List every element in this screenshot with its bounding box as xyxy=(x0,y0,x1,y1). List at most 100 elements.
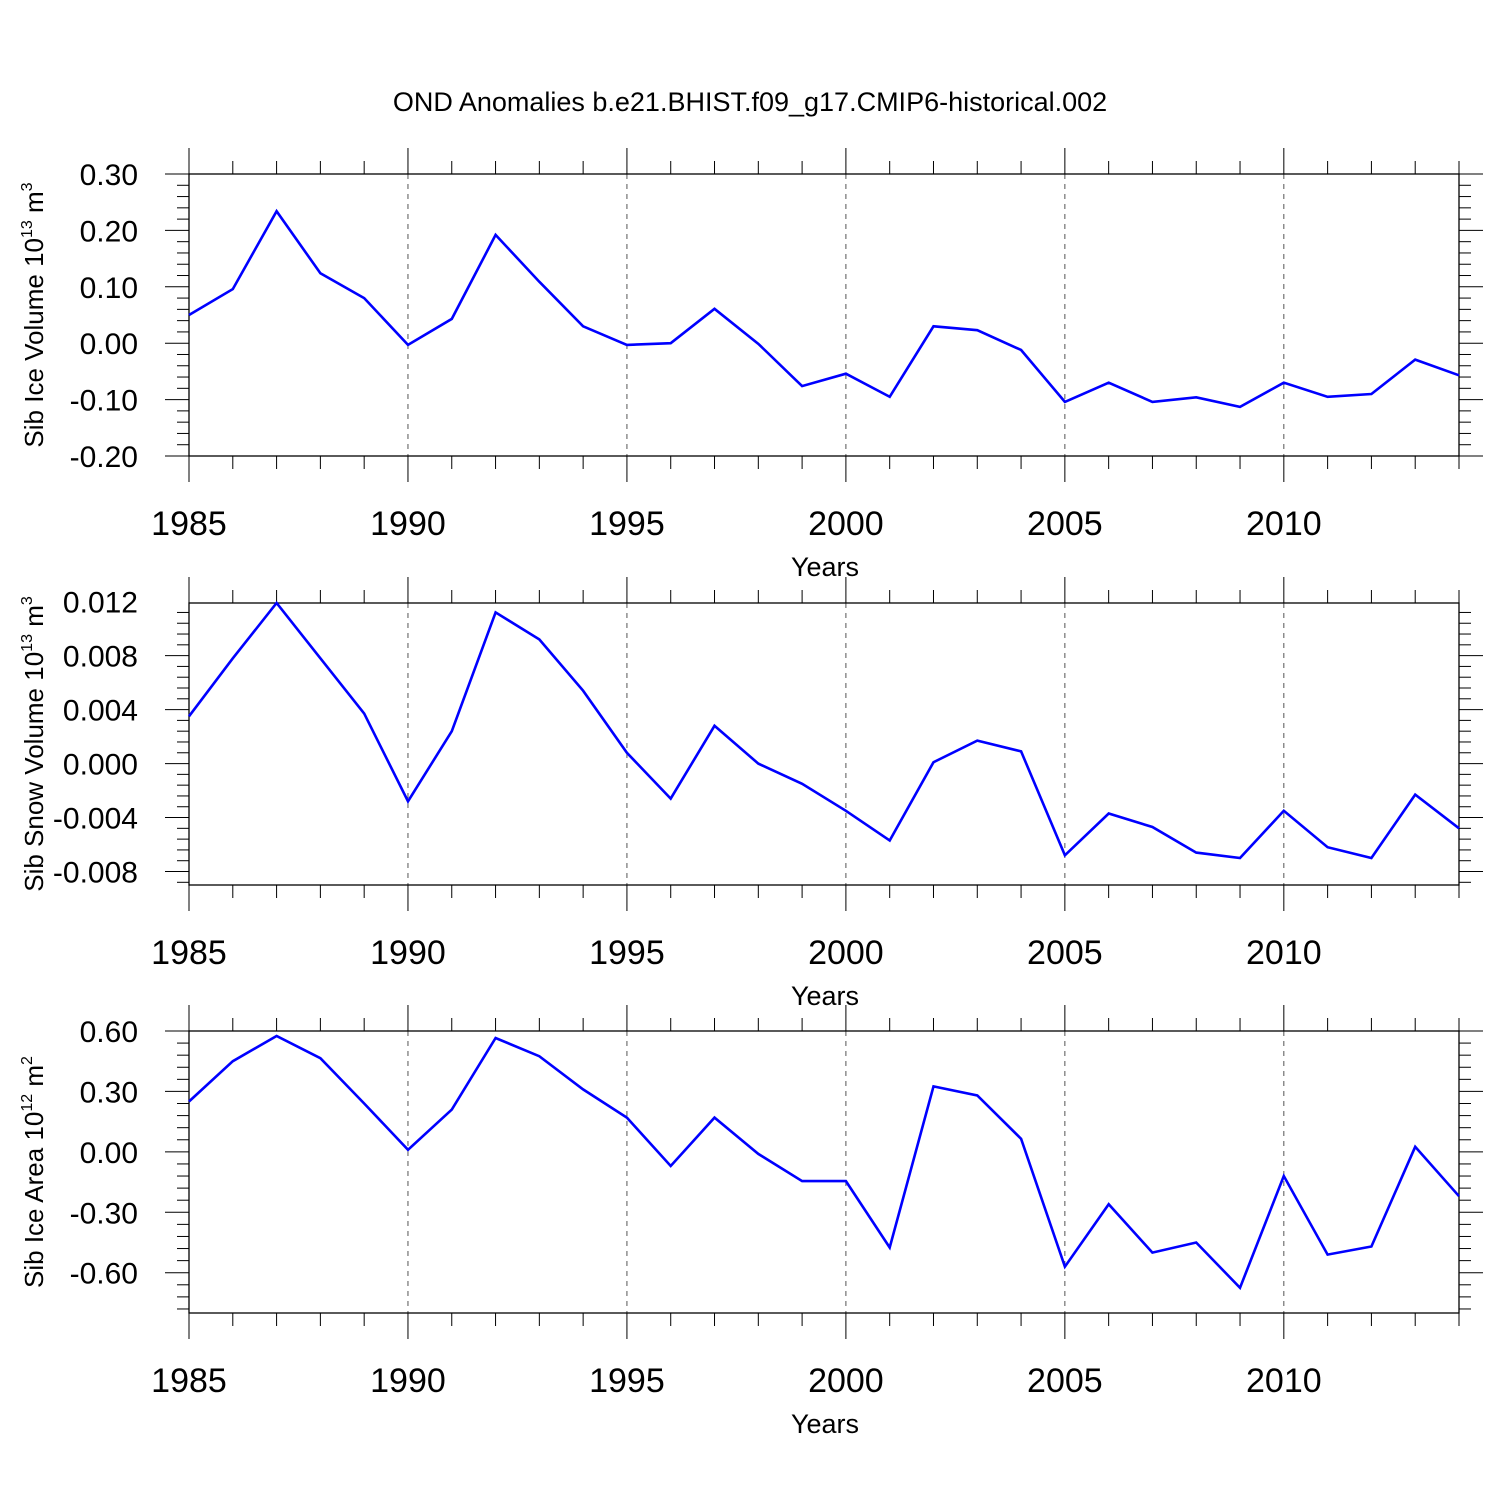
y-tick-label: 0.30 xyxy=(80,1076,138,1109)
data-point xyxy=(1457,373,1461,377)
x-tick-label: 2005 xyxy=(1027,505,1103,543)
chart-panel-1: 1985 1990 1995 2000 2005 2010 Years 0.30 0.20 0.1… xyxy=(19,148,1483,582)
data-point xyxy=(844,372,848,376)
data-point xyxy=(1194,851,1198,855)
data-point xyxy=(931,760,935,764)
data-point xyxy=(187,313,191,317)
data-point xyxy=(888,1246,892,1250)
data-point xyxy=(187,1100,191,1104)
data-point xyxy=(450,1108,454,1112)
plot-frame xyxy=(188,1030,1460,1314)
y-tick-label: -0.30 xyxy=(70,1197,138,1230)
data-point xyxy=(450,317,454,321)
x-tick-label: 2010 xyxy=(1246,1362,1322,1400)
data-point xyxy=(1326,395,1330,399)
y-tick-label: 0.00 xyxy=(80,1137,138,1170)
y-axis-label-unit: m xyxy=(19,1065,49,1094)
data-point xyxy=(1369,1245,1373,1249)
data-point xyxy=(1063,853,1067,857)
y-axis-label: Sib Ice Volume 1013 m3 xyxy=(19,182,49,447)
y-tick-label: 0.00 xyxy=(80,328,138,361)
data-point xyxy=(275,209,279,213)
y-tick-label: 0.20 xyxy=(80,215,138,248)
data-point xyxy=(1150,400,1154,404)
data-point xyxy=(1282,381,1286,385)
x-axis-label: Years xyxy=(791,552,859,582)
data-point xyxy=(800,1179,804,1183)
data-point xyxy=(669,341,673,345)
data-point xyxy=(1326,845,1330,849)
y-axis-label-unit-exponent: 3 xyxy=(19,182,36,191)
data-point xyxy=(1107,1202,1111,1206)
y-axis-label-text: Sib Ice Volume 10 xyxy=(19,238,49,448)
x-tick-label: 1995 xyxy=(589,934,665,972)
data-point xyxy=(581,324,585,328)
x-tick-label: 2000 xyxy=(808,1362,884,1400)
x-tick-label: 2010 xyxy=(1246,934,1322,972)
data-point xyxy=(1063,400,1067,404)
x-axis-label: Years xyxy=(791,981,859,1011)
series-line xyxy=(188,1034,1460,1291)
data-point xyxy=(975,328,979,332)
y-axis-label-unit: m xyxy=(19,191,49,220)
plot-frame xyxy=(188,602,1460,886)
y-tick-label: 0.012 xyxy=(63,587,138,620)
data-point xyxy=(1107,381,1111,385)
data-point xyxy=(800,384,804,388)
x-tick-label: 2000 xyxy=(808,934,884,972)
data-point xyxy=(318,271,322,275)
data-point xyxy=(888,838,892,842)
data-point xyxy=(537,280,541,284)
y-tick-label: -0.008 xyxy=(53,857,138,890)
y-axis-label-unit-exponent: 2 xyxy=(19,1056,36,1065)
y-axis-label-text: Sib Ice Area 10 xyxy=(19,1112,49,1288)
data-point xyxy=(1194,395,1198,399)
chart-title: OND Anomalies b.e21.BHIST.f09_g17.CMIP6-… xyxy=(393,87,1107,117)
data-point xyxy=(1369,856,1373,860)
x-tick-label: 1985 xyxy=(151,505,227,543)
data-point xyxy=(362,1102,366,1106)
y-axis-label-exponent: 12 xyxy=(19,1094,36,1112)
x-tick-label: 1995 xyxy=(589,1362,665,1400)
data-point xyxy=(1063,1265,1067,1269)
data-point xyxy=(1457,1194,1461,1198)
data-point xyxy=(1457,826,1461,830)
data-point xyxy=(494,610,498,614)
data-point xyxy=(494,1036,498,1040)
y-axis-label-exponent: 13 xyxy=(19,220,36,238)
data-point xyxy=(1413,1145,1417,1149)
data-point xyxy=(231,1059,235,1063)
series-line xyxy=(188,208,1460,409)
data-point xyxy=(362,296,366,300)
x-tick-label: 1990 xyxy=(370,505,446,543)
data-point xyxy=(275,1034,279,1038)
data-point xyxy=(494,233,498,237)
data-point xyxy=(931,1084,935,1088)
data-point xyxy=(1107,811,1111,815)
y-tick-label: 0.10 xyxy=(80,272,138,305)
x-tick-label: 2000 xyxy=(808,505,884,543)
series-line xyxy=(187,600,1460,860)
data-point xyxy=(844,1179,848,1183)
data-point xyxy=(1282,809,1286,813)
data-point xyxy=(888,395,892,399)
data-point xyxy=(537,637,541,641)
data-point xyxy=(625,751,629,755)
x-tick-label: 1995 xyxy=(589,505,665,543)
data-point xyxy=(844,809,848,813)
data-point xyxy=(669,1164,673,1168)
data-point xyxy=(800,782,804,786)
data-point xyxy=(975,1093,979,1097)
data-point xyxy=(1282,1174,1286,1178)
y-tick-label: -0.60 xyxy=(70,1258,138,1291)
x-tick-label: 1985 xyxy=(151,1362,227,1400)
y-tick-label: 0.008 xyxy=(63,641,138,674)
data-point xyxy=(581,689,585,693)
data-point xyxy=(450,729,454,733)
y-tick-label: -0.20 xyxy=(70,441,138,474)
data-point xyxy=(187,714,191,718)
data-point xyxy=(406,799,410,803)
data-point xyxy=(1238,1286,1242,1290)
data-point xyxy=(1369,392,1373,396)
x-tick-label: 1990 xyxy=(370,934,446,972)
